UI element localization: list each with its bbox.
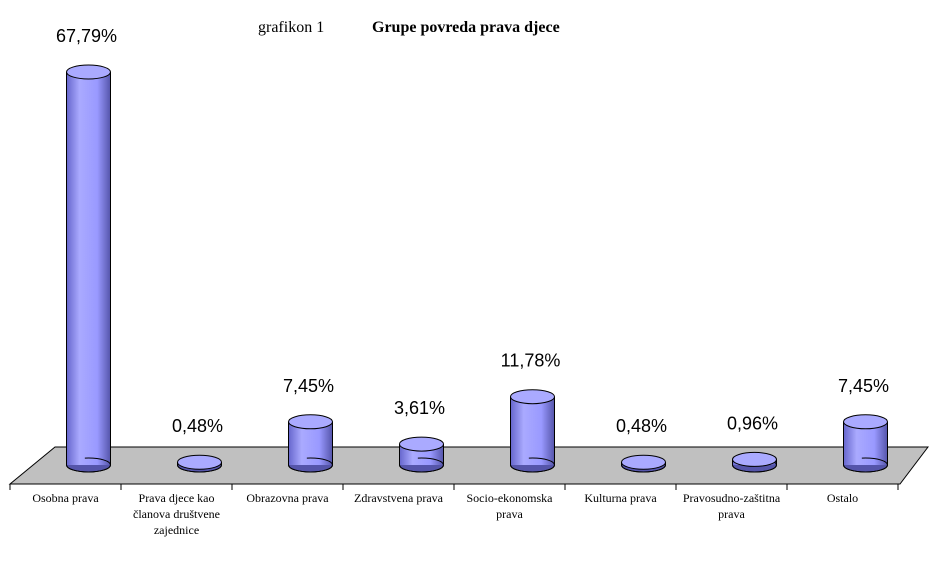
x-tick-label: Pravosudno-zaštitna prava — [682, 491, 781, 521]
data-label: 7,45% — [838, 376, 889, 396]
data-label: 67,79% — [56, 26, 117, 46]
bar-bottom-edge — [843, 464, 888, 473]
bar-bottom-edge — [732, 464, 777, 473]
x-tick-label: Zdravstvena prava — [354, 491, 443, 505]
data-label: 0,96% — [727, 413, 778, 433]
data-label: 0,48% — [172, 416, 223, 436]
x-tick-label: Osobna prava — [32, 491, 99, 505]
chart-label: grafikon 1 — [258, 19, 324, 36]
bar — [510, 396, 555, 465]
bar-top — [732, 451, 777, 467]
bar-top — [399, 436, 444, 452]
bar-bottom-edge — [510, 464, 555, 473]
x-tick-label: Ostalo — [826, 491, 859, 505]
bar-bottom-edge — [177, 464, 222, 473]
bar-bottom-edge — [399, 464, 444, 473]
data-label: 11,78% — [501, 351, 561, 371]
bar-bottom-edge — [621, 464, 666, 473]
bar-bottom-edge — [288, 464, 333, 473]
data-label: 7,45% — [283, 376, 334, 396]
bar-top — [288, 414, 333, 430]
bar-top — [621, 454, 666, 470]
floor — [8, 446, 929, 485]
bar-top — [843, 414, 888, 430]
bar-top — [510, 389, 555, 405]
bar-top — [66, 64, 111, 80]
bar-bottom-edge — [66, 464, 111, 473]
bar — [66, 72, 111, 465]
chart-title: Grupe povreda prava djece — [372, 19, 560, 36]
x-tick-label: Prava djece kao članova društvene zajedn… — [133, 491, 220, 537]
bar-top — [177, 454, 222, 470]
data-label: 0,48% — [616, 416, 667, 436]
x-tick-label: Obrazovna prava — [246, 491, 329, 505]
x-tick-label: Kulturna prava — [584, 491, 657, 505]
x-tick-label: Socio-ekonomska prava — [466, 491, 553, 521]
data-label: 3,61% — [394, 398, 445, 418]
